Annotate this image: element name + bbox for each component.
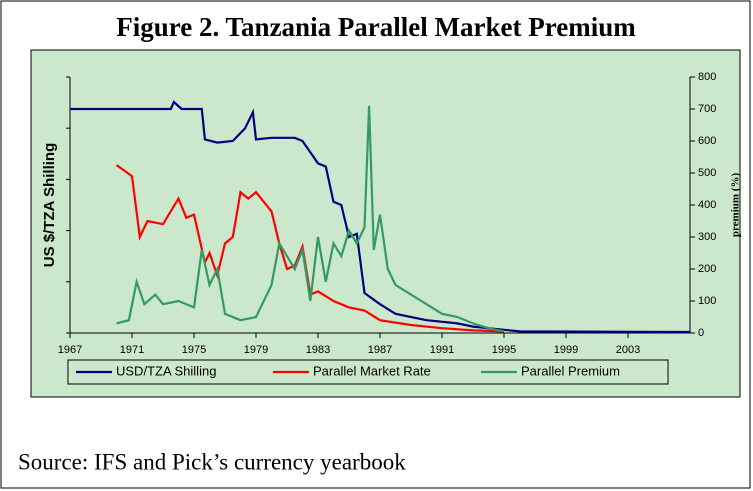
x-tick-label: 1971 xyxy=(120,344,144,356)
x-tick-label: 1999 xyxy=(554,344,578,356)
y2-tick-label: 100 xyxy=(698,295,716,307)
y2-tick-label: 400 xyxy=(698,199,716,211)
x-tick-label: 1995 xyxy=(492,344,516,356)
y2-tick-label: 700 xyxy=(698,103,716,115)
x-tick-label: 1979 xyxy=(244,344,268,356)
y2-tick-label: 200 xyxy=(698,263,716,275)
y-axis-label: US $/TZA Shilling xyxy=(41,143,58,267)
series-line xyxy=(115,164,505,333)
series-line xyxy=(116,105,505,333)
chart-title: Figure 2. Tanzania Parallel Market Premi… xyxy=(116,12,636,42)
x-tick-label: 1975 xyxy=(182,344,206,356)
x-tick-label: 1991 xyxy=(430,344,454,356)
chart-area xyxy=(30,49,741,398)
legend-label: USD/TZA Shilling xyxy=(116,363,216,378)
y2-tick-label: 0 xyxy=(698,327,704,339)
x-tick-label: 1967 xyxy=(58,344,82,356)
y2-tick-label: 600 xyxy=(698,135,716,147)
legend-label: Parallel Market Rate xyxy=(313,363,431,378)
y2-tick-label: 500 xyxy=(698,167,716,179)
source-note: Source: IFS and Pick’s currency yearbook xyxy=(18,449,406,474)
series-line xyxy=(70,100,691,334)
x-tick-label: 1987 xyxy=(368,344,392,356)
x-tick-label: 1983 xyxy=(306,344,330,356)
y2-axis-label: premium (%) xyxy=(730,173,742,238)
y2-tick-label: 300 xyxy=(698,231,716,243)
legend-box xyxy=(67,359,669,385)
legend-label: Parallel Premium xyxy=(521,363,620,378)
y2-tick-label: 800 xyxy=(698,71,716,83)
x-tick-label: 2003 xyxy=(616,344,640,356)
